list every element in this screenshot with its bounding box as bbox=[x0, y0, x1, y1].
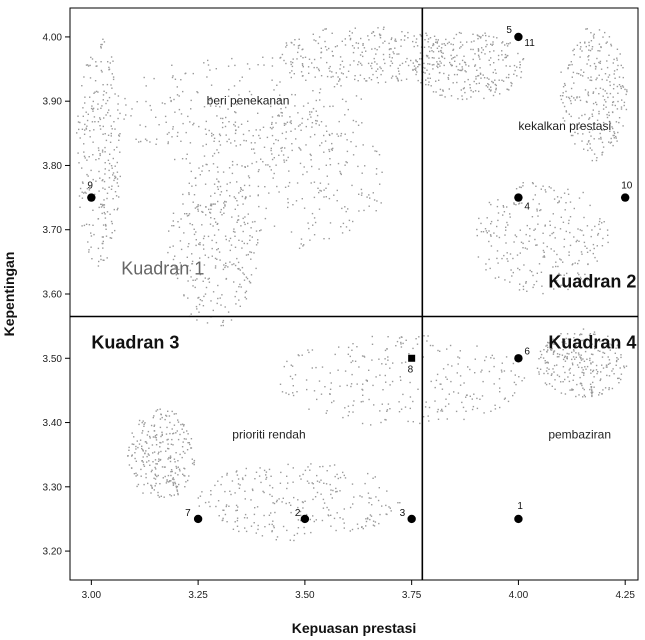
data-point bbox=[87, 193, 96, 202]
data-point-label: 1 bbox=[517, 501, 523, 512]
data-point-label: 9 bbox=[87, 181, 93, 192]
y-tick-label: 3.60 bbox=[43, 290, 63, 301]
zone-labels: beri penekanan kekalkan prestasi prioriti … bbox=[207, 93, 611, 441]
quadrant-labels: Kuadran 1 Kuadran 2 Kuadran 3 Kuadran 4 bbox=[91, 259, 636, 353]
plot-frame bbox=[69, 7, 639, 581]
data-point bbox=[514, 193, 523, 202]
data-point bbox=[407, 514, 416, 524]
data-point-label: 3 bbox=[400, 508, 406, 519]
y-tick-label: 3.90 bbox=[43, 97, 63, 108]
data-point-label: 6 bbox=[524, 346, 530, 357]
x-tick-label: 3.00 bbox=[82, 590, 102, 601]
y-tick-label: 3.20 bbox=[43, 547, 63, 558]
data-point-label: 11 bbox=[524, 38, 535, 49]
data-point-label: 2 bbox=[295, 508, 301, 519]
data-point bbox=[514, 514, 523, 524]
quadrant-label: Kuadran 3 bbox=[91, 333, 179, 353]
y-axis-title: Kepentingan bbox=[1, 252, 17, 337]
data-point-label: 8 bbox=[408, 364, 414, 375]
y-tick-label: 3.40 bbox=[43, 418, 63, 429]
quadrant-label: Kuadran 2 bbox=[548, 272, 636, 292]
data-point-label: 4 bbox=[524, 202, 530, 213]
data-point bbox=[408, 354, 416, 362]
quadrant-label: Kuadran 1 bbox=[121, 259, 204, 279]
data-points: 1 2 3 4 5 6 7 8 9 10 11 bbox=[87, 25, 633, 524]
y-tick-label: 3.30 bbox=[43, 482, 63, 493]
y-tick-label: 3.50 bbox=[43, 354, 63, 365]
y-tick-label: 4.00 bbox=[43, 32, 63, 43]
zone-label: beri penekanan bbox=[207, 93, 290, 107]
data-point bbox=[514, 354, 523, 363]
data-point-label: 5 bbox=[506, 25, 512, 36]
x-axis: 3.00 3.25 3.50 3.75 4.00 4.25 bbox=[82, 580, 635, 601]
y-axis: 3.20 3.30 3.40 3.50 3.60 3.70 3.80 3.90 4.00 bbox=[43, 32, 70, 558]
zone-label: prioriti rendah bbox=[232, 428, 305, 442]
data-point bbox=[193, 514, 203, 524]
data-point-label: 10 bbox=[621, 181, 633, 192]
x-axis-title: Kepuasan prestasi bbox=[292, 620, 417, 636]
y-tick-label: 3.80 bbox=[43, 161, 63, 172]
x-tick-label: 4.00 bbox=[509, 590, 529, 601]
x-tick-label: 3.75 bbox=[402, 590, 422, 601]
x-tick-label: 4.25 bbox=[615, 590, 635, 601]
zone-label: pembaziran bbox=[548, 428, 611, 442]
data-point bbox=[300, 514, 310, 524]
quadrant-label: Kuadran 4 bbox=[548, 333, 636, 353]
zone-label: kekalkan prestasi bbox=[518, 119, 611, 133]
data-point bbox=[514, 32, 523, 42]
scan-speckle-texture bbox=[76, 26, 628, 542]
x-tick-label: 3.25 bbox=[188, 590, 208, 601]
data-point bbox=[620, 193, 630, 202]
x-tick-label: 3.50 bbox=[295, 590, 315, 601]
data-point-label: 7 bbox=[185, 508, 191, 519]
y-tick-label: 3.70 bbox=[43, 225, 63, 236]
